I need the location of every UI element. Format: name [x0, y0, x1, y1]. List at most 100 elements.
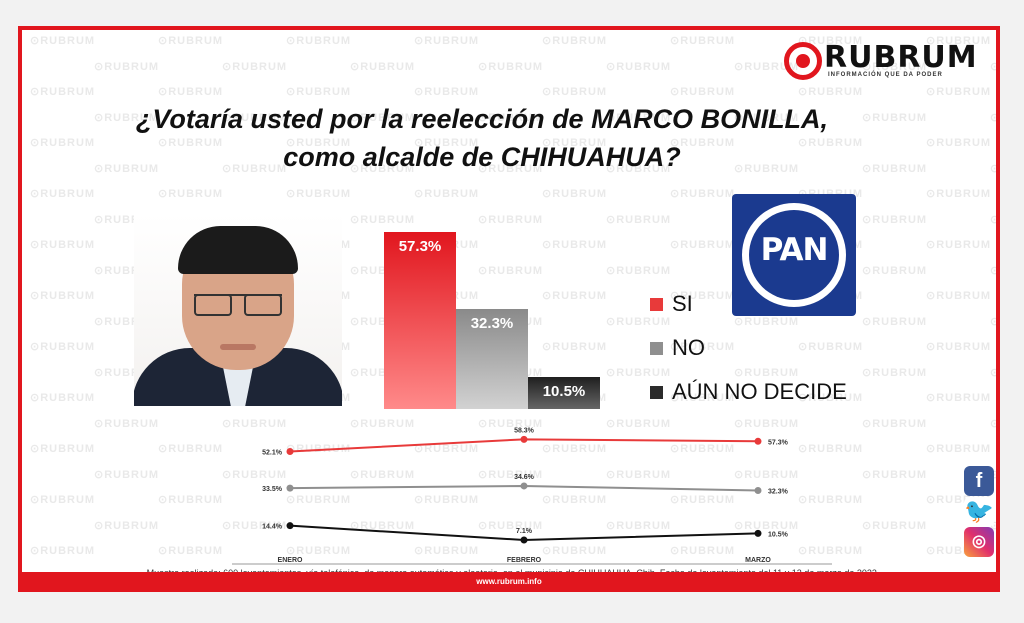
watermark-text: ⊙RUBRUM	[862, 366, 928, 379]
data-label: 33.5%	[262, 486, 283, 493]
watermark-text: ⊙RUBRUM	[94, 519, 160, 532]
watermark-text: ⊙RUBRUM	[94, 417, 160, 430]
watermark-text: ⊙RUBRUM	[414, 86, 480, 98]
watermark-text: ⊙RUBRUM	[734, 468, 800, 481]
watermark-text: ⊙RUBRUM	[542, 35, 608, 47]
watermark-text: ⊙RUBRUM	[670, 290, 736, 302]
watermark-text: ⊙RUBRUM	[798, 494, 864, 506]
watermark-text: ⊙RUBRUM	[670, 86, 736, 98]
watermark-text: ⊙RUBRUM	[670, 188, 736, 200]
poll-question-line1: ¿Votaría usted por la reelección de MARC…	[135, 104, 829, 134]
watermark-text: ⊙RUBRUM	[862, 162, 928, 175]
twitter-icon[interactable]: 🐦	[964, 497, 994, 527]
watermark-text: ⊙RUBRUM	[30, 137, 96, 149]
pan-party-logo: PAN	[732, 194, 856, 316]
watermark-text: ⊙RUBRUM	[350, 60, 416, 73]
watermark-text: ⊙RUBRUM	[990, 213, 996, 226]
watermark-text: ⊙RUBRUM	[606, 264, 672, 277]
watermark-text: ⊙RUBRUM	[990, 519, 996, 532]
watermark-text: ⊙RUBRUM	[862, 264, 928, 277]
watermark-text: ⊙RUBRUM	[286, 86, 352, 98]
watermark-text: ⊙RUBRUM	[542, 239, 608, 251]
bottom-band	[22, 572, 996, 588]
bar-value-label: 10.5%	[542, 382, 586, 400]
watermark-text: ⊙RUBRUM	[478, 162, 544, 175]
pan-logo-text: PAN	[760, 232, 829, 268]
watermark-text: ⊙RUBRUM	[798, 341, 864, 353]
watermark-text: ⊙RUBRUM	[94, 60, 160, 73]
watermark-text: ⊙RUBRUM	[30, 545, 96, 557]
watermark-text: ⊙RUBRUM	[670, 35, 736, 47]
series-point	[520, 435, 528, 443]
poll-card: ⊙RUBRUM ⊙RUBRUM ⊙RUBRUM ⊙RUBRUM ⊙RUBRUM ⊙RUBR…	[18, 26, 1000, 592]
watermark-text: ⊙RUBRUM	[30, 86, 96, 98]
watermark-text: ⊙RUBRUM	[350, 468, 416, 481]
bar-no: 32.3%	[456, 309, 528, 409]
data-label: 52.1%	[262, 450, 283, 457]
website-url[interactable]: www.rubrum.info	[476, 577, 542, 586]
legend-swatch	[650, 342, 663, 355]
watermark-text: ⊙RUBRUM	[94, 468, 160, 481]
watermark-text: ⊙RUBRUM	[478, 60, 544, 73]
facebook-icon[interactable]: f	[964, 466, 994, 496]
watermark-text: ⊙RUBRUM	[862, 60, 928, 73]
watermark-text: ⊙RUBRUM	[30, 443, 96, 455]
legend-label: NO	[672, 335, 705, 360]
watermark-text: ⊙RUBRUM	[478, 213, 544, 226]
watermark-text: ⊙RUBRUM	[222, 519, 288, 532]
series-point	[286, 522, 294, 530]
watermark-text: ⊙RUBRUM	[350, 519, 416, 532]
data-label: 7.1%	[516, 528, 533, 535]
logo-name: RUBRUM	[824, 40, 978, 75]
rubrum-logo: RUBRUM INFORMACIÓN QUE DA PODER	[784, 40, 984, 82]
x-tick-label: FEBRERO	[507, 557, 542, 564]
watermark-text: ⊙RUBRUM	[30, 494, 96, 506]
data-label: 57.3%	[768, 439, 789, 446]
bar-value-label: 32.3%	[470, 315, 514, 333]
watermark-text: ⊙RUBRUM	[990, 315, 996, 328]
watermark-text: ⊙RUBRUM	[734, 519, 800, 532]
series-point	[520, 482, 528, 490]
watermark-text: ⊙RUBRUM	[478, 264, 544, 277]
watermark-text: ⊙RUBRUM	[286, 545, 352, 557]
watermark-text: ⊙RUBRUM	[734, 366, 800, 379]
legend-swatch	[650, 298, 663, 311]
watermark-text: ⊙RUBRUM	[990, 264, 996, 277]
watermark-text: ⊙RUBRUM	[670, 239, 736, 251]
watermark-text: ⊙RUBRUM	[478, 519, 544, 532]
watermark-text: ⊙RUBRUM	[606, 213, 672, 226]
watermark-text: ⊙RUBRUM	[542, 494, 608, 506]
watermark-text: ⊙RUBRUM	[30, 35, 96, 47]
watermark-text: ⊙RUBRUM	[990, 111, 996, 124]
watermark-text: ⊙RUBRUM	[542, 86, 608, 98]
watermark-text: ⊙RUBRUM	[926, 86, 992, 98]
watermark-text: ⊙RUBRUM	[94, 162, 160, 175]
watermark-text: ⊙RUBRUM	[350, 417, 416, 430]
data-label: 14.4%	[262, 524, 283, 531]
series-point	[754, 486, 762, 494]
watermark-text: ⊙RUBRUM	[478, 468, 544, 481]
watermark-text: ⊙RUBRUM	[542, 443, 608, 455]
watermark-text: ⊙RUBRUM	[862, 315, 928, 328]
watermark-text: ⊙RUBRUM	[862, 213, 928, 226]
watermark-text: ⊙RUBRUM	[158, 545, 224, 557]
watermark-text: ⊙RUBRUM	[30, 290, 96, 302]
instagram-icon[interactable]: ◎	[964, 527, 994, 557]
watermark-text: ⊙RUBRUM	[414, 35, 480, 47]
watermark-text: ⊙RUBRUM	[30, 188, 96, 200]
bar-si: 57.3%	[384, 232, 456, 409]
legend-label: SI	[672, 291, 693, 316]
watermark-text: ⊙RUBRUM	[926, 392, 992, 404]
data-label: 58.3%	[514, 427, 535, 434]
watermark-text: ⊙RUBRUM	[606, 60, 672, 73]
watermark-text: ⊙RUBRUM	[542, 188, 608, 200]
legend-label: AÚN NO DECIDE	[672, 379, 847, 404]
watermark-text: ⊙RUBRUM	[862, 111, 928, 124]
watermark-text: ⊙RUBRUM	[542, 137, 608, 149]
series-point	[520, 536, 528, 544]
watermark-text: ⊙RUBRUM	[926, 35, 992, 47]
watermark-text: ⊙RUBRUM	[798, 443, 864, 455]
bar-value-label: 57.3%	[398, 238, 442, 256]
watermark-text: ⊙RUBRUM	[350, 111, 416, 124]
series-point	[754, 437, 762, 445]
